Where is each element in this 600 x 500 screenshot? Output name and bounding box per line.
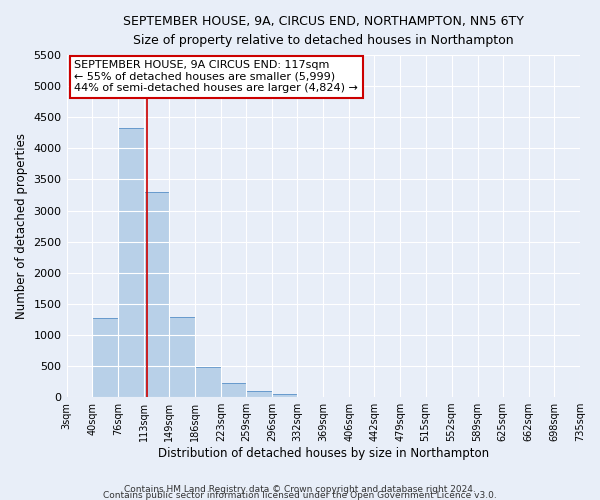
Bar xyxy=(195,366,221,397)
Bar xyxy=(92,318,118,397)
Title: SEPTEMBER HOUSE, 9A, CIRCUS END, NORTHAMPTON, NN5 6TY
Size of property relative : SEPTEMBER HOUSE, 9A, CIRCUS END, NORTHAM… xyxy=(123,15,524,47)
Text: SEPTEMBER HOUSE, 9A CIRCUS END: 117sqm
← 55% of detached houses are smaller (5,9: SEPTEMBER HOUSE, 9A CIRCUS END: 117sqm ←… xyxy=(74,60,358,94)
Bar xyxy=(272,394,298,397)
Bar xyxy=(221,383,246,397)
Text: Contains HM Land Registry data © Crown copyright and database right 2024.: Contains HM Land Registry data © Crown c… xyxy=(124,484,476,494)
Y-axis label: Number of detached properties: Number of detached properties xyxy=(15,133,28,319)
Bar xyxy=(118,128,144,397)
Bar xyxy=(246,392,272,397)
X-axis label: Distribution of detached houses by size in Northampton: Distribution of detached houses by size … xyxy=(158,447,489,460)
Text: Contains public sector information licensed under the Open Government Licence v3: Contains public sector information licen… xyxy=(103,490,497,500)
Bar xyxy=(169,318,195,397)
Bar xyxy=(144,192,169,397)
